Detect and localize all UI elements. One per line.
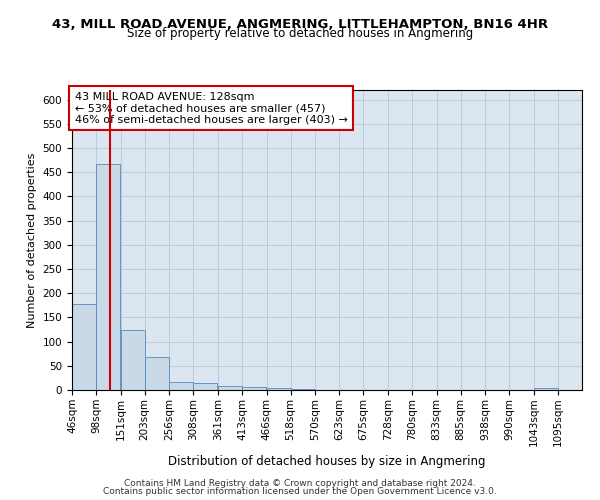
Text: 43, MILL ROAD AVENUE, ANGMERING, LITTLEHAMPTON, BN16 4HR: 43, MILL ROAD AVENUE, ANGMERING, LITTLEH…: [52, 18, 548, 30]
Bar: [242, 387, 266, 390]
Y-axis label: Number of detached properties: Number of detached properties: [27, 152, 37, 328]
Text: 43 MILL ROAD AVENUE: 128sqm
← 53% of detached houses are smaller (457)
46% of se: 43 MILL ROAD AVENUE: 128sqm ← 53% of det…: [74, 92, 347, 124]
X-axis label: Distribution of detached houses by size in Angmering: Distribution of detached houses by size …: [168, 454, 486, 468]
Bar: [266, 388, 290, 390]
Bar: [145, 357, 169, 390]
Bar: [96, 164, 120, 390]
Bar: [290, 389, 315, 390]
Text: Contains public sector information licensed under the Open Government Licence v3: Contains public sector information licen…: [103, 487, 497, 496]
Bar: [169, 382, 193, 390]
Bar: [121, 330, 145, 390]
Text: Size of property relative to detached houses in Angmering: Size of property relative to detached ho…: [127, 28, 473, 40]
Bar: [72, 304, 96, 390]
Bar: [193, 382, 217, 390]
Bar: [534, 388, 558, 390]
Bar: [218, 386, 242, 390]
Text: Contains HM Land Registry data © Crown copyright and database right 2024.: Contains HM Land Registry data © Crown c…: [124, 478, 476, 488]
